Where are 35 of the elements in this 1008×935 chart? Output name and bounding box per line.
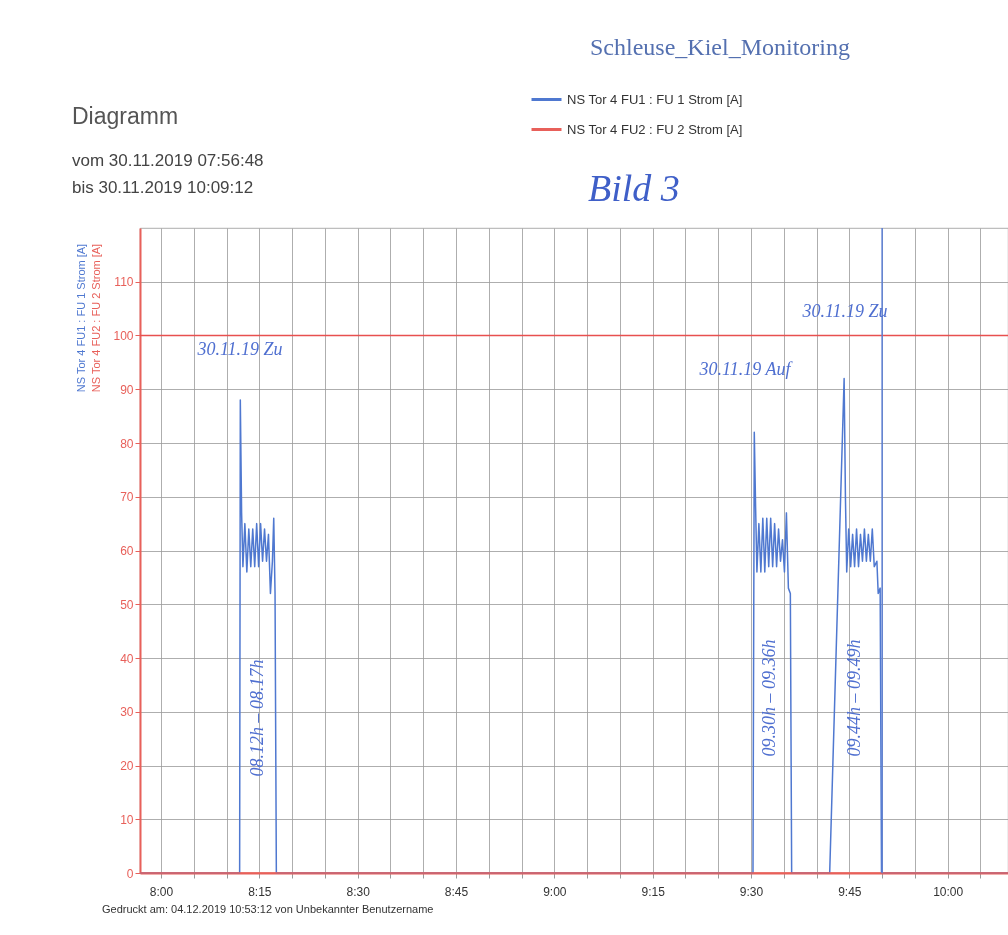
y-tick-label: 50	[120, 597, 134, 612]
y-tick-label: 20	[120, 759, 134, 773]
y-tick-label: 80	[120, 436, 134, 451]
y-tick-label: 60	[120, 544, 134, 558]
y-tick-label: 90	[120, 382, 134, 397]
text: Gedruckt am: 04.12.2019 10:53:12 von Unbekannter Benutzername	[102, 903, 434, 915]
annotation: 09.44h – 09.49h	[844, 639, 864, 757]
y-tick-label: 70	[120, 490, 134, 505]
x-tick-label: 8:45	[444, 884, 469, 899]
annotation: 30.11.19 Zu	[196, 339, 283, 359]
chart-title: Schleuse_Kiel_Monitoring	[590, 34, 850, 60]
legend-label: NS Tor 4 FU1 : FU 1 Strom [A]	[567, 91, 743, 107]
x-tick-label: 9:45	[838, 884, 862, 899]
chart-subtitle: Diagramm	[72, 103, 179, 129]
annotation: 30.11.19 Auf	[698, 359, 794, 379]
x-tick-label: 8:00	[149, 884, 174, 899]
x-tick-label: 8:15	[248, 884, 272, 899]
y-tick-label: 100	[113, 329, 134, 343]
annotation: 08.12h – 08.17h	[247, 659, 267, 777]
y-axis-title: NS Tor 4 FU1 : FU 1 Strom [A] NS Tor 4 FU2 : FU 2 Strom [A]	[75, 243, 102, 393]
x-tick-label: 9:15	[641, 884, 666, 899]
y-tick-label: 30	[120, 705, 134, 720]
x-tick-label: 9:30	[739, 884, 764, 899]
text: bis 30.11.2019 10:09:12	[72, 178, 254, 197]
x-tick-label: 10:00	[933, 884, 964, 899]
x-tick-label: 8:30	[346, 884, 371, 899]
y-tick-label: 0	[126, 866, 134, 881]
x-tick-label: 9:00	[543, 884, 567, 899]
text: Bild 3	[588, 167, 680, 209]
text: vom 30.11.2019 07:56:48	[72, 151, 264, 170]
y-tick-label: 110	[114, 275, 134, 290]
y-tick-label: 40	[120, 651, 134, 666]
y-tick-label: 10	[120, 812, 134, 827]
annotation: 09.30h – 09.36h	[759, 639, 779, 757]
legend-label: NS Tor 4 FU2 : FU 2 Strom [A]	[567, 121, 743, 137]
